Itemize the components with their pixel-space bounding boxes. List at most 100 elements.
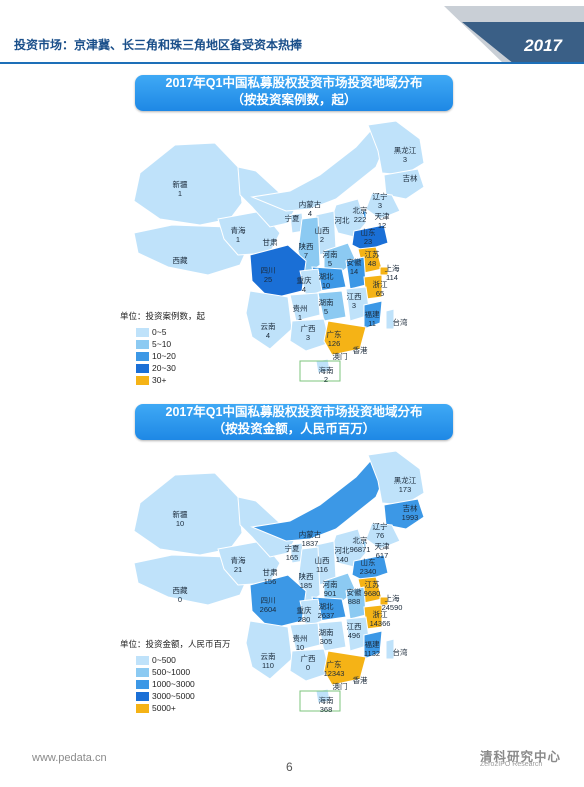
region-value: 7 bbox=[304, 251, 308, 260]
region-name: 上海 bbox=[385, 593, 400, 603]
region-yunnan bbox=[245, 290, 293, 350]
region-value: 24590 bbox=[382, 603, 403, 612]
region-value: 901 bbox=[324, 589, 337, 598]
region-value: 4 bbox=[266, 331, 270, 340]
region-name: 广西 bbox=[301, 653, 316, 663]
map2-legend-title: 单位：投资金额，人民币百万 bbox=[120, 639, 231, 649]
region-yunnan bbox=[245, 620, 293, 680]
region-name: 陕西 bbox=[299, 241, 314, 251]
region-value: 9680 bbox=[364, 589, 381, 598]
region-value: 23 bbox=[364, 237, 372, 246]
region-taiwan bbox=[385, 308, 395, 330]
map1-legend-item: 30+ bbox=[136, 374, 205, 386]
region-label-yunnan: 云南4 bbox=[261, 321, 276, 340]
region-name: 重庆 bbox=[297, 275, 312, 285]
region-name: 江苏 bbox=[365, 249, 380, 259]
region-shanghai bbox=[379, 596, 389, 606]
region-name: 贵州 bbox=[293, 303, 308, 313]
region-name: 河北 bbox=[335, 216, 350, 225]
region-value: 617 bbox=[376, 551, 389, 560]
map1-legend-title: 单位：投资案例数，起 bbox=[120, 311, 206, 321]
region-name: 青海 bbox=[231, 225, 246, 235]
region-label-shaanxi: 陕西7 bbox=[299, 241, 314, 260]
region-name: 香港 bbox=[353, 345, 368, 355]
region-name: 安徽 bbox=[347, 257, 362, 267]
map1-legend-item: 10~20 bbox=[136, 350, 205, 362]
region-sichuan bbox=[249, 244, 307, 300]
region-name: 湖南 bbox=[319, 627, 334, 637]
region-label-shanxi: 山西2 bbox=[315, 225, 330, 244]
region-name: 云南 bbox=[261, 651, 276, 661]
region-name: 西藏 bbox=[173, 585, 188, 595]
region-name: 山东 bbox=[361, 227, 376, 237]
region-name: 吉林 bbox=[403, 503, 418, 513]
region-name: 宁夏 bbox=[285, 543, 300, 553]
region-xinjiang bbox=[133, 142, 243, 226]
region-fujian bbox=[363, 300, 383, 330]
region-value: 2637 bbox=[318, 611, 335, 620]
region-hainan bbox=[315, 688, 331, 704]
region-name: 新疆 bbox=[173, 509, 188, 519]
region-value: 4 bbox=[308, 209, 312, 218]
region-value: 126 bbox=[328, 339, 341, 348]
region-name: 甘肃 bbox=[263, 567, 278, 577]
map2-legend-item: 3000~5000 bbox=[136, 690, 231, 702]
region-label-henan: 河南5 bbox=[323, 249, 338, 268]
region-name: 河南 bbox=[323, 579, 338, 589]
region-name: 山西 bbox=[315, 555, 330, 565]
region-value: 21 bbox=[234, 565, 242, 574]
region-name: 黑龙江 bbox=[394, 475, 417, 485]
region-label-aomen: 澳门 bbox=[333, 351, 348, 361]
region-value: 888 bbox=[348, 597, 361, 606]
map2-legend-item: 5000+ bbox=[136, 702, 231, 714]
region-name: 河南 bbox=[323, 249, 338, 259]
region-chongqing bbox=[299, 268, 323, 298]
region-value: 2604 bbox=[260, 605, 277, 614]
header-divider bbox=[0, 62, 584, 64]
region-name: 天津 bbox=[375, 212, 390, 221]
map2-legend-item: 1000~3000 bbox=[136, 678, 231, 690]
region-name: 江西 bbox=[347, 292, 362, 301]
region-name: 浙江 bbox=[373, 609, 388, 619]
region-name: 湖北 bbox=[319, 272, 334, 281]
region-hunan bbox=[317, 620, 347, 652]
region-shanghai bbox=[379, 266, 389, 276]
region-name: 上海 bbox=[385, 263, 400, 273]
region-value: 2 bbox=[324, 375, 328, 384]
region-value: 368 bbox=[320, 705, 333, 714]
region-label-aomen: 澳门 bbox=[333, 681, 348, 691]
region-value: 2 bbox=[320, 235, 324, 244]
region-guangxi bbox=[289, 318, 331, 352]
region-value: 140 bbox=[336, 555, 349, 564]
region-name: 福建 bbox=[365, 639, 380, 649]
region-value: 14366 bbox=[370, 619, 391, 628]
region-value: 12 bbox=[378, 221, 386, 230]
region-label-qinghai: 青海1 bbox=[231, 225, 246, 244]
map2-legend-item: 500~1000 bbox=[136, 666, 231, 678]
region-value: 222 bbox=[354, 215, 367, 224]
region-value: 116 bbox=[316, 565, 328, 574]
region-neimenggu bbox=[250, 128, 389, 212]
footer-url: www.pedata.cn bbox=[32, 752, 107, 764]
region-name: 浙江 bbox=[373, 279, 388, 289]
region-value: 10 bbox=[176, 519, 184, 528]
region-name: 贵州 bbox=[293, 633, 308, 643]
